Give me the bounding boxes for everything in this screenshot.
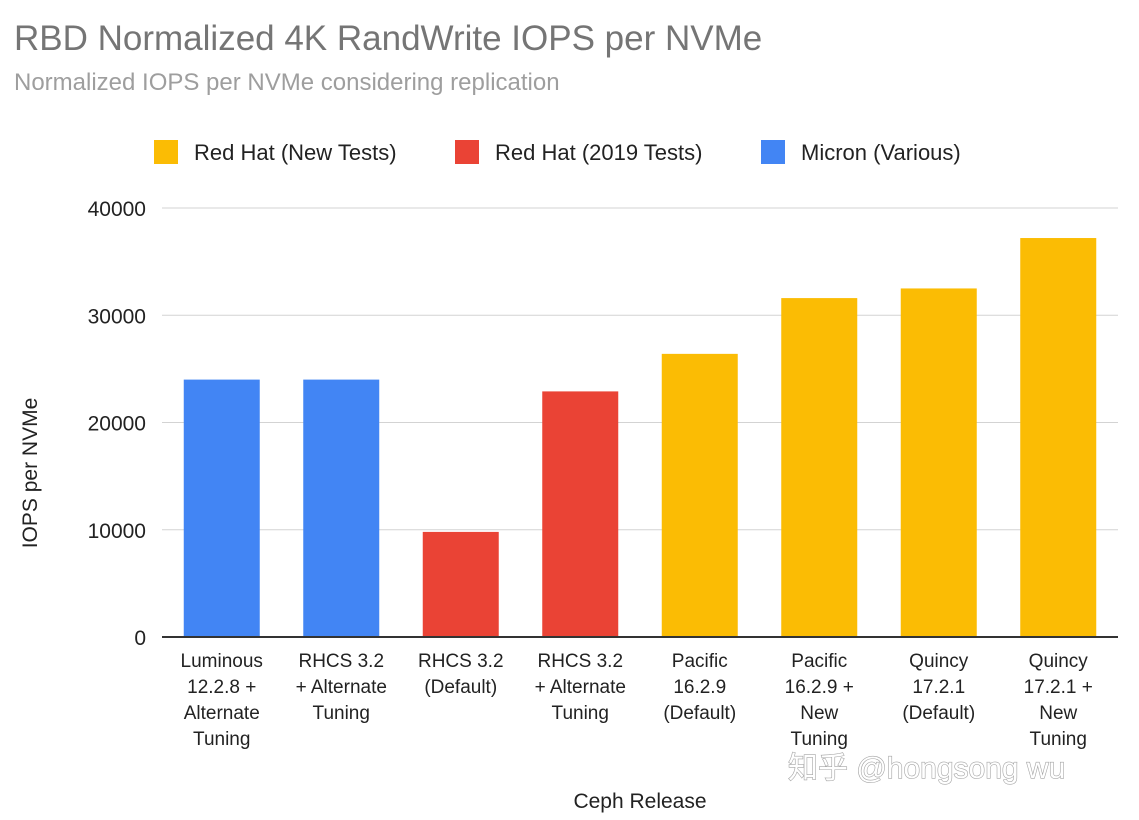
y-tick-label-4: 40000	[88, 198, 146, 221]
x-category-label-1-line-2: Tuning	[313, 703, 370, 724]
bar-1	[303, 379, 380, 637]
bar-0	[183, 379, 260, 637]
bar-3	[542, 391, 619, 637]
x-category-label-1-line-1: + Alternate	[296, 677, 387, 698]
legend: Red Hat (New Tests) Red Hat (2019 Tests) M…	[154, 140, 961, 165]
x-category-label-1-line-0: RHCS 3.2	[298, 651, 384, 672]
x-axis-title: Ceph Release	[573, 790, 706, 813]
legend-swatch-2	[761, 140, 785, 164]
x-category-label-7-line-2: New	[1039, 703, 1077, 724]
x-category-label-5-line-2: New	[800, 703, 838, 724]
x-category-label-0-line-3: Tuning	[193, 729, 250, 750]
x-category-label-0-line-2: Alternate	[184, 703, 260, 724]
chart-subtitle: Normalized IOPS per NVMe considering rep…	[14, 69, 560, 96]
x-category-label-5-line-3: Tuning	[791, 729, 848, 750]
bar-2	[422, 531, 499, 637]
y-tick-label-2: 20000	[88, 413, 146, 436]
bar-6	[900, 288, 977, 637]
legend-label-2: Micron (Various)	[801, 140, 961, 165]
bar-7	[1020, 238, 1097, 637]
chart-title: RBD Normalized 4K RandWrite IOPS per NVM…	[14, 19, 762, 58]
bar-4	[661, 353, 738, 637]
y-tick-label-0: 0	[134, 627, 146, 650]
x-category-label-0-line-0: Luminous	[181, 651, 263, 672]
x-category-label-4-line-0: Pacific	[672, 651, 728, 672]
legend-label-1: Red Hat (2019 Tests)	[495, 140, 702, 165]
x-category-label-2-line-0: RHCS 3.2	[418, 651, 504, 672]
legend-swatch-1	[455, 140, 479, 164]
x-category-label-7-line-0: Quincy	[1029, 651, 1089, 672]
x-axis-category-labels: Luminous 12.2.8 + Alternate Tuning RHCS 3.2 +…	[181, 651, 1093, 750]
y-tick-label-3: 30000	[88, 305, 146, 328]
x-category-label-3-line-2: Tuning	[552, 703, 609, 724]
x-category-label-4-line-1: 16.2.9	[673, 677, 726, 698]
x-category-label-0-line-1: 12.2.8 +	[187, 677, 256, 698]
legend-label-0: Red Hat (New Tests)	[194, 140, 397, 165]
x-category-label-3-line-1: + Alternate	[535, 677, 626, 698]
x-category-label-3-line-0: RHCS 3.2	[537, 651, 623, 672]
y-tick-label-1: 10000	[88, 520, 146, 543]
bar-5	[781, 298, 858, 637]
y-axis-ticks: 0 10000 20000 30000 40000	[88, 198, 146, 650]
bars	[183, 238, 1097, 637]
x-category-label-4-line-2: (Default)	[663, 703, 736, 724]
x-category-label-7-line-3: Tuning	[1030, 729, 1087, 750]
x-category-label-5-line-0: Pacific	[791, 651, 847, 672]
legend-swatch-0	[154, 140, 178, 164]
x-category-label-7-line-1: 17.2.1 +	[1024, 677, 1093, 698]
x-category-label-6-line-0: Quincy	[909, 651, 969, 672]
watermark: 知乎 @hongsong wu	[788, 752, 1065, 785]
x-category-label-5-line-1: 16.2.9 +	[785, 677, 854, 698]
x-category-label-6-line-2: (Default)	[902, 703, 975, 724]
x-category-label-6-line-1: 17.2.1	[912, 677, 965, 698]
x-category-label-2-line-1: (Default)	[424, 677, 497, 698]
y-axis-title: IOPS per NVMe	[19, 398, 42, 549]
